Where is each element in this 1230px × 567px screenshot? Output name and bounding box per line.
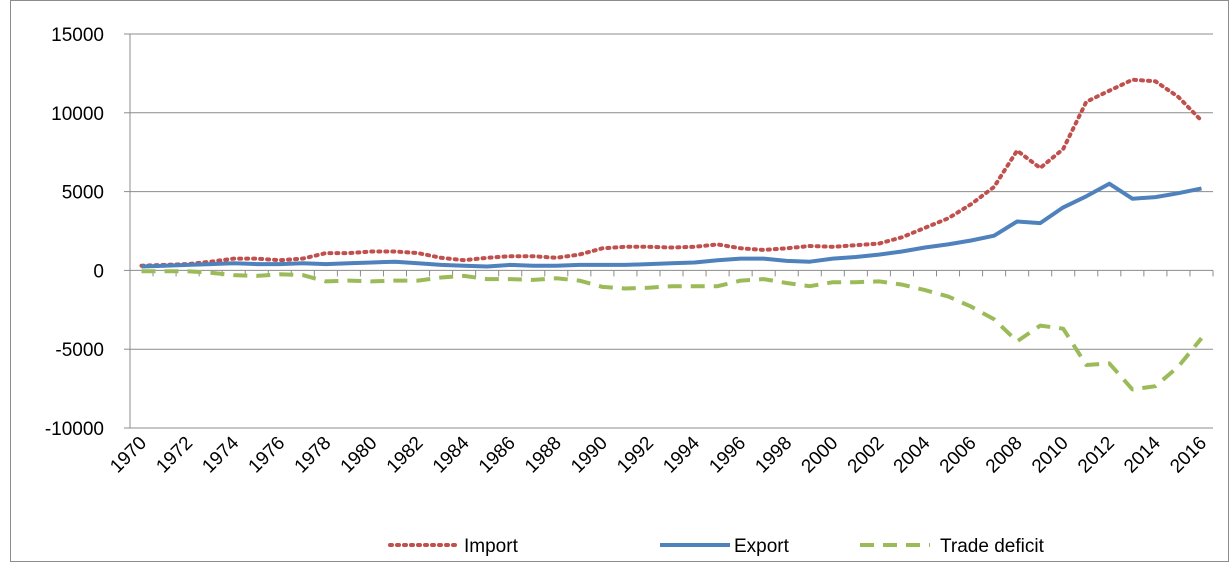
- chart-border: [10, 0, 1229, 562]
- y-tick-label: 5000: [62, 183, 104, 204]
- legend-label: Export: [734, 536, 790, 557]
- legend-label: Import: [464, 536, 519, 557]
- y-tick-label: -5000: [55, 340, 104, 361]
- series-line: [141, 269, 1204, 392]
- y-tick-label: -10000: [45, 419, 104, 440]
- legend-label: Trade deficit: [940, 536, 1045, 557]
- series-line: [141, 181, 1202, 269]
- y-tick-label: 15000: [51, 25, 104, 46]
- series-line: [139, 77, 1204, 268]
- y-tick-label: 0: [93, 261, 104, 282]
- y-tick-label: 10000: [51, 104, 104, 125]
